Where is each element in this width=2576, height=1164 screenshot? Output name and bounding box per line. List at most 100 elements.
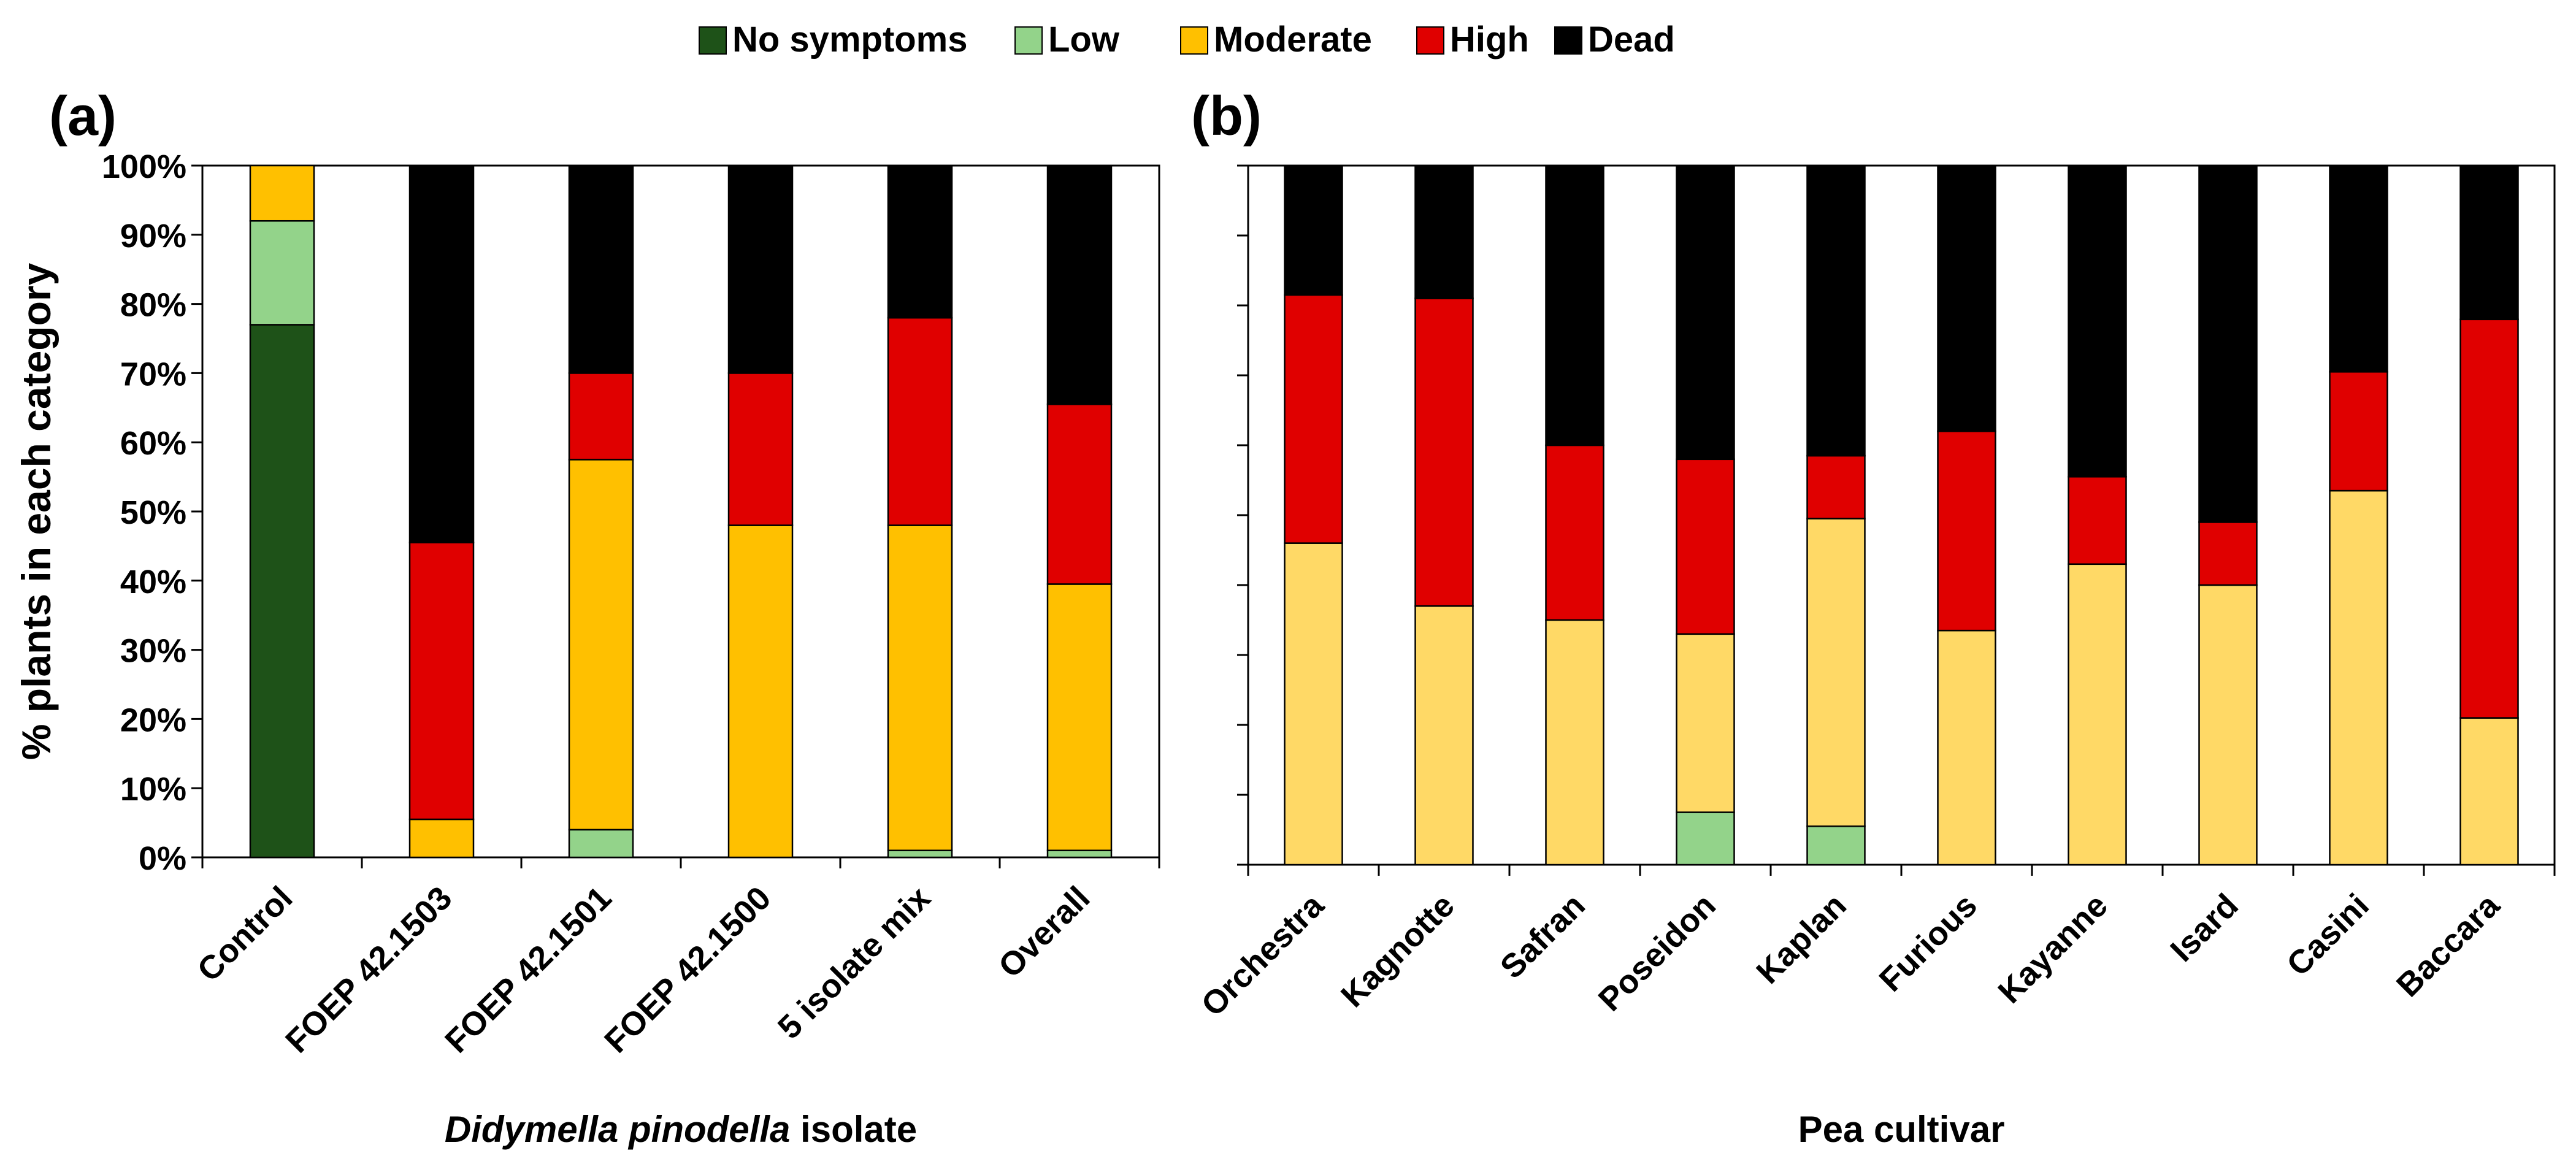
bar-dead	[2068, 164, 2127, 478]
bar-dead	[1414, 164, 1474, 299]
bar-dead	[887, 164, 953, 319]
bar-moderate	[2068, 563, 2127, 866]
x-tick-label: Casini	[2280, 887, 2376, 983]
bar-low	[1806, 825, 1866, 866]
bar-moderate	[408, 818, 475, 859]
y-tick-label: 30%	[120, 633, 186, 670]
y-tick-label: 90%	[120, 218, 186, 255]
bar-dead	[1676, 164, 1735, 461]
bar-low	[568, 829, 634, 859]
legend-label: Moderate	[1214, 20, 1372, 59]
bar-moderate	[1806, 518, 1866, 827]
legend: No symptoms Low Moderate High Dead	[699, 20, 1675, 59]
bar-high	[1676, 458, 1735, 635]
y-tick-label: 40%	[120, 564, 186, 600]
bar-high	[1414, 297, 1474, 607]
x-tick-label: Control	[190, 879, 299, 989]
bar-moderate	[2198, 584, 2258, 866]
bar-high	[1806, 454, 1866, 519]
bar-high	[2459, 318, 2519, 719]
bar-high	[887, 316, 953, 526]
x-tick-label: FOEP 42.1503	[278, 879, 459, 1060]
panel-a-chart: 0% 10% 20% 30% 40% 50% 60% 70% 80% 90% 100% Control…	[13, 86, 1160, 1150]
bar-dead	[408, 164, 475, 544]
legend-swatch	[1180, 26, 1208, 55]
bar-dead	[1937, 164, 1996, 432]
legend-swatch	[1416, 26, 1444, 55]
legend-swatch	[1014, 26, 1043, 55]
bar-dead	[1806, 164, 1866, 457]
bar-moderate	[1937, 629, 1996, 866]
bar-dead	[2198, 164, 2258, 523]
bar-dead	[1545, 164, 1604, 446]
bar-dead	[2459, 164, 2519, 321]
x-tick-label: Baccara	[2390, 886, 2507, 1004]
x-tick-label: Kayanne	[1991, 887, 2115, 1011]
bar-low	[1046, 849, 1113, 859]
bar-dead	[1046, 164, 1113, 405]
bar-low	[887, 849, 953, 859]
bar-moderate	[1414, 605, 1474, 866]
bar-dead	[727, 164, 794, 374]
legend-label: Low	[1048, 20, 1120, 59]
bar-high	[727, 372, 794, 526]
y-tick-label: 0%	[139, 840, 186, 877]
bar-dead	[1284, 164, 1343, 296]
legend-swatch	[699, 26, 727, 55]
x-tick-label: Safran	[1493, 887, 1592, 986]
bar-moderate	[727, 524, 794, 859]
x-tick-label: Kagnotte	[1334, 887, 1462, 1014]
bar-moderate	[887, 524, 953, 851]
bar-dead	[2329, 164, 2388, 373]
bar-low	[1676, 811, 1735, 866]
x-axis-title: Pea cultivar	[1798, 1109, 2005, 1150]
x-tick-label: Overall	[992, 879, 1097, 985]
bar-moderate	[1676, 633, 1735, 813]
x-tick-label: Kaplan	[1749, 887, 1853, 991]
y-tick-label: 60%	[120, 425, 186, 462]
x-tick-label: FOEP 42.1501	[438, 879, 618, 1060]
y-tick-label: 10%	[120, 771, 186, 808]
y-tick-label: 20%	[120, 702, 186, 738]
y-axis-title: % plants in each category	[13, 262, 59, 760]
x-tick-label: Furious	[1873, 887, 1984, 998]
panel-label: (b)	[1191, 86, 1262, 147]
y-tick-label: 70%	[120, 356, 186, 392]
x-axis-title: Didymella pinodella isolate	[445, 1109, 917, 1150]
bar-dead	[568, 164, 634, 374]
bar-moderate	[1545, 619, 1604, 866]
legend-label: Dead	[1588, 20, 1675, 59]
bar-high	[1545, 444, 1604, 621]
x-tick-label: FOEP 42.1500	[597, 879, 778, 1060]
bar-moderate	[249, 164, 315, 222]
bar-no-symptoms	[249, 324, 315, 859]
x-tick-label: 5 isolate mix	[771, 879, 938, 1046]
x-tick-label: Poseidon	[1592, 887, 1723, 1018]
panel-label: (a)	[49, 86, 117, 147]
x-tick-label: Isard	[2163, 887, 2245, 969]
y-tick-label: 100%	[102, 148, 186, 185]
bar-high	[2329, 371, 2388, 492]
legend-label: No symptoms	[732, 20, 968, 59]
legend-label: High	[1450, 20, 1529, 59]
bar-low	[249, 220, 315, 326]
bar-high	[2198, 521, 2258, 586]
bar-high	[568, 372, 634, 461]
plot-area	[201, 164, 1160, 859]
bar-high	[408, 542, 475, 821]
bar-moderate	[2459, 717, 2519, 866]
legend-swatch	[1554, 26, 1582, 55]
x-tick-label: Orchestra	[1194, 886, 1332, 1024]
bar-high	[1937, 430, 1996, 632]
y-tick-label: 50%	[120, 494, 186, 531]
y-tick-label: 80%	[120, 287, 186, 324]
bar-moderate	[568, 459, 634, 831]
bar-moderate	[1284, 542, 1343, 866]
bar-high	[1284, 294, 1343, 544]
bar-moderate	[1046, 583, 1113, 851]
bar-high	[1046, 403, 1113, 585]
bar-high	[2068, 476, 2127, 565]
bar-moderate	[2329, 489, 2388, 866]
